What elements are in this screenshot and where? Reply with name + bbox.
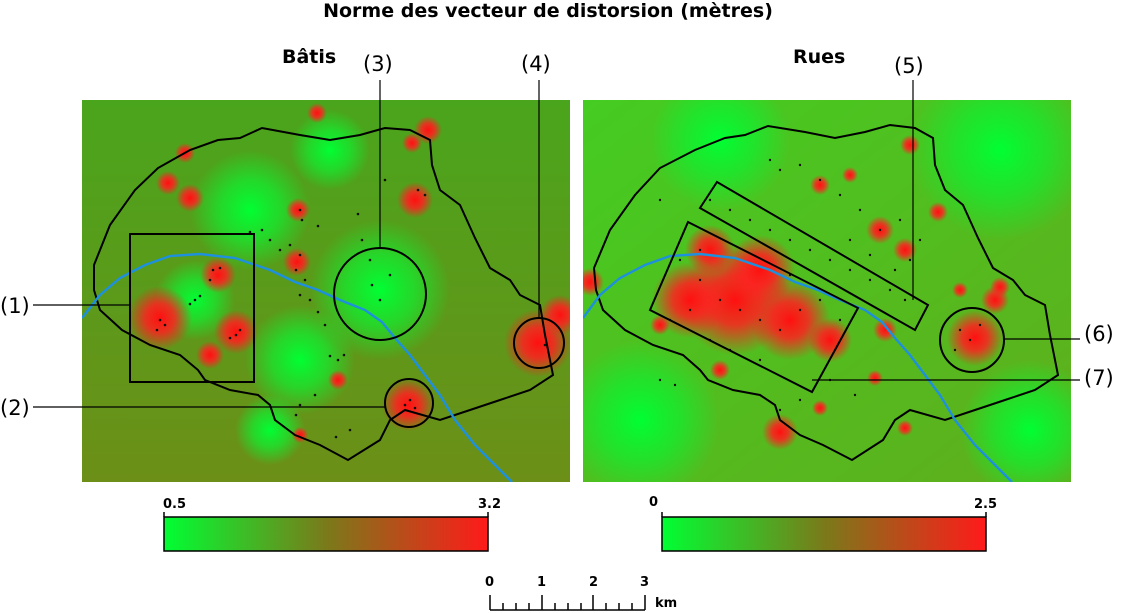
colorbar-rues	[662, 517, 986, 551]
map-panel-batis	[82, 100, 580, 482]
scale-bar	[490, 595, 645, 610]
map-panel-rues	[560, 60, 1100, 500]
colorbar-batis	[164, 517, 488, 551]
